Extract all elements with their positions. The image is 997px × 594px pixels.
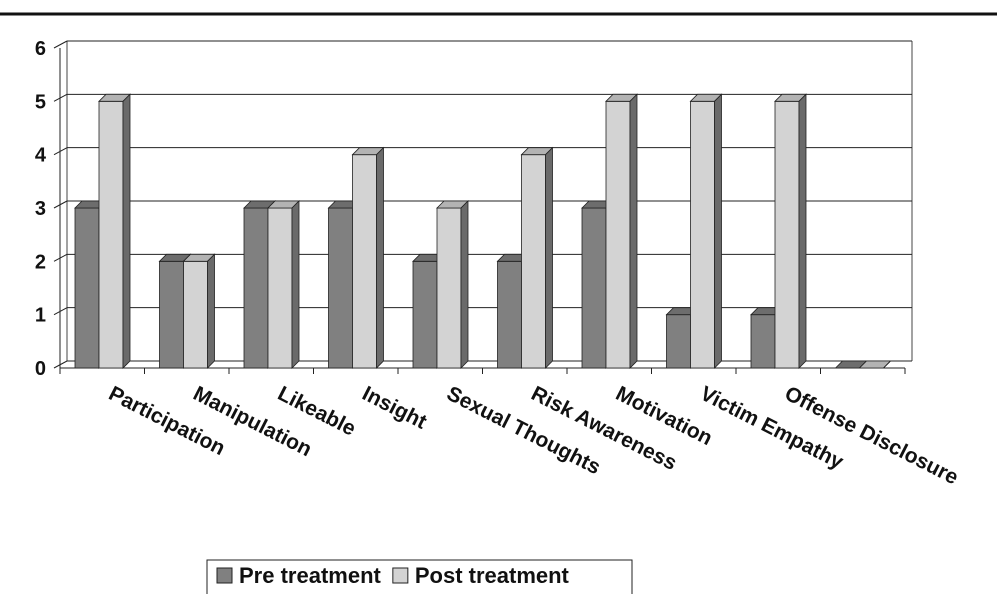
legend-label: Pre treatment: [239, 563, 382, 588]
bar: [328, 207, 353, 369]
y-tick-label: 1: [35, 305, 46, 327]
legend-swatch: [216, 567, 233, 584]
bar-group: [689, 93, 723, 369]
bar: [352, 154, 377, 369]
bar: [750, 314, 776, 369]
y-tick-label: 6: [35, 38, 46, 60]
bar-group: [98, 93, 131, 369]
legend-label: Post treatment: [415, 563, 570, 588]
bar-group: [182, 253, 216, 369]
bar-group: [605, 93, 638, 369]
y-tick-label: 3: [35, 198, 46, 220]
bar-group: [774, 93, 807, 369]
bar: [412, 260, 438, 369]
bar: [497, 260, 522, 369]
bar-side: [291, 200, 300, 369]
y-tick-label: 0: [35, 358, 46, 380]
legend-box: [206, 559, 633, 594]
bar: [605, 100, 631, 369]
legend-swatch: [392, 567, 409, 584]
bar: [159, 260, 184, 369]
bar-side: [798, 93, 807, 369]
bar: [581, 207, 607, 369]
bar: [521, 154, 546, 369]
bar: [690, 100, 715, 369]
x-tick-label: Insight: [358, 382, 430, 434]
bar-group: [520, 146, 554, 369]
bar-side: [376, 146, 384, 369]
bar: [436, 207, 462, 369]
y-tick-label: 4: [35, 145, 47, 167]
bar-side: [122, 93, 131, 369]
x-tick-label: Victim Empathy: [696, 382, 847, 474]
bar-side: [545, 146, 553, 369]
y-tick-label: 5: [35, 91, 46, 113]
bar-side: [883, 360, 891, 369]
bar: [243, 207, 269, 369]
bar: [183, 260, 208, 369]
tick-mark: [53, 40, 68, 49]
bar-group: [858, 360, 892, 369]
bar-group: [267, 200, 300, 369]
bar-group: [351, 146, 385, 369]
x-tick-label: Sexual Thoughts: [443, 382, 604, 479]
bar: [98, 100, 124, 369]
bar: [666, 314, 691, 369]
bar-side: [629, 93, 638, 369]
bar-side: [207, 253, 215, 369]
bar-side: [714, 93, 722, 369]
bar-group: [436, 200, 469, 369]
y-tick-label: 2: [35, 251, 46, 273]
x-tick-label: Risk Awareness: [527, 382, 680, 475]
bar-side: [460, 200, 469, 369]
bar: [267, 207, 293, 369]
bar: [774, 100, 800, 369]
bar: [74, 207, 100, 369]
